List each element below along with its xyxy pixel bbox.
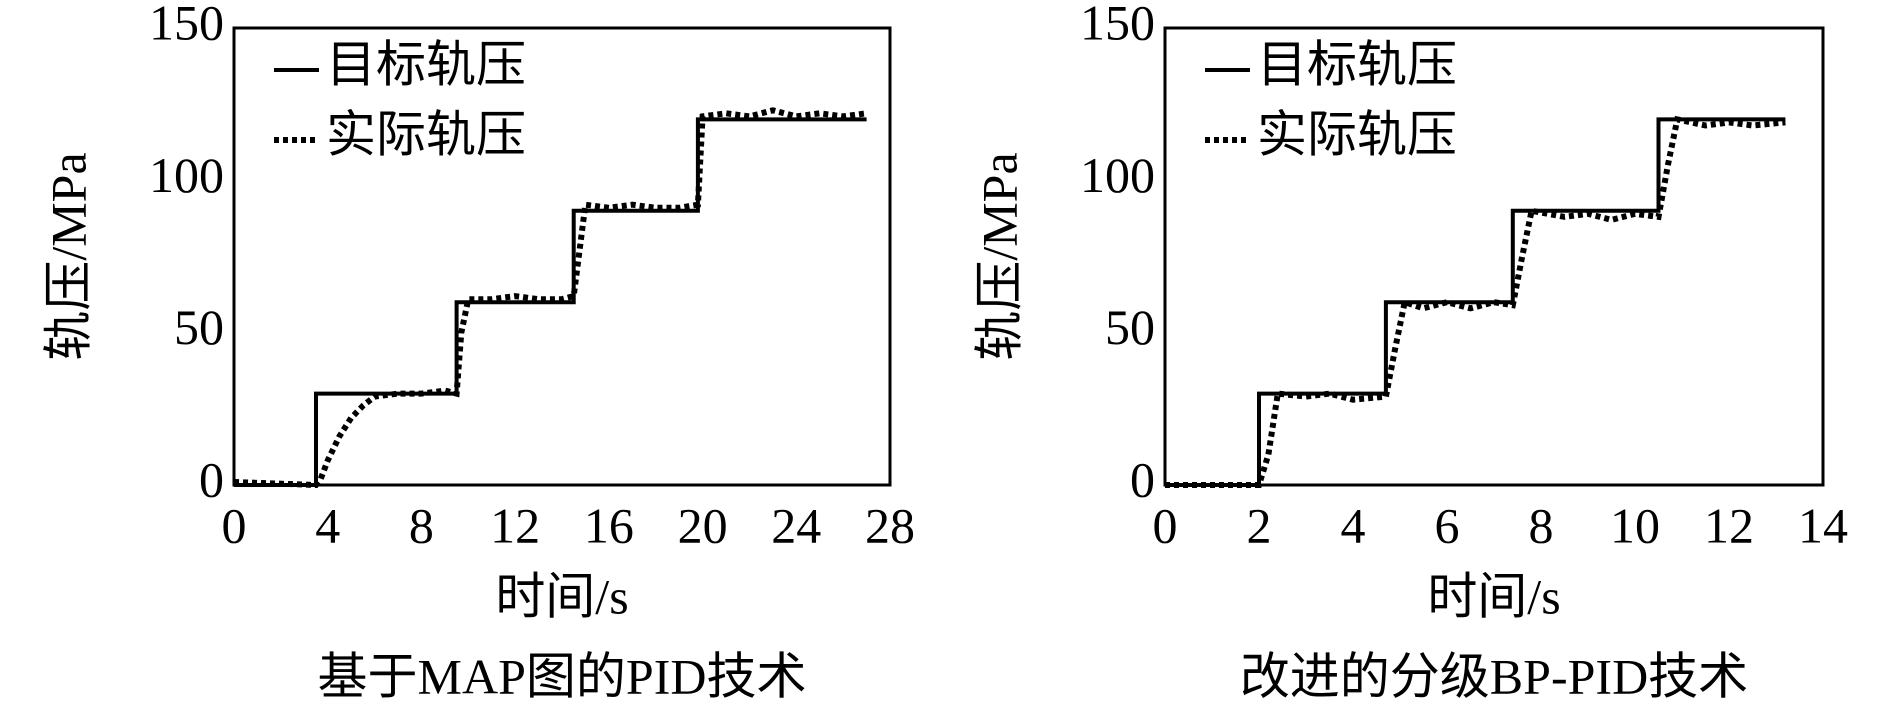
y-tick-label: 150	[1080, 0, 1155, 50]
chart-caption: 基于MAP图的PID技术	[318, 648, 807, 704]
x-tick-label: 4	[1341, 497, 1366, 553]
plot-frame	[1163, 26, 1825, 487]
x-tick-label: 12	[1704, 497, 1754, 553]
x-tick-label: 0	[222, 497, 247, 553]
y-tick-label: 100	[149, 147, 224, 203]
x-tick-label: 10	[1610, 497, 1660, 553]
x-tick-label: 20	[678, 497, 728, 553]
legend-label: 目标轨压	[1257, 36, 1457, 92]
x-tick-label: 14	[1798, 497, 1848, 553]
x-tick-label: 8	[1529, 497, 1554, 553]
x-axis-label: 时间/s	[1427, 568, 1560, 624]
x-tick-label: 8	[409, 497, 434, 553]
x-tick-label: 28	[865, 497, 915, 553]
y-tick-label: 50	[1105, 299, 1155, 355]
y-tick-label: 50	[174, 299, 224, 355]
y-tick-label: 0	[199, 451, 224, 507]
y-axis-label: 轨压/MPa	[40, 152, 96, 360]
series-line	[1165, 117, 1786, 487]
legend-label: 实际轨压	[1257, 106, 1457, 162]
series-line	[233, 107, 867, 489]
series-line	[234, 117, 867, 487]
chart-caption: 改进的分级BP-PID技术	[1240, 648, 1748, 704]
plot-frame	[232, 26, 892, 487]
x-axis-label: 时间/s	[495, 568, 628, 624]
y-axis-label: 轨压/MPa	[971, 152, 1027, 360]
y-tick-label: 150	[149, 0, 224, 50]
x-tick-label: 16	[584, 497, 634, 553]
x-tick-label: 6	[1435, 497, 1460, 553]
legend-label: 目标轨压	[326, 36, 526, 92]
x-tick-label: 12	[490, 497, 540, 553]
x-tick-label: 24	[771, 497, 821, 553]
legend-label: 实际轨压	[326, 106, 526, 162]
y-tick-label: 100	[1080, 147, 1155, 203]
x-tick-label: 0	[1153, 497, 1178, 553]
series-line	[1165, 115, 1786, 488]
y-tick-label: 0	[1130, 451, 1155, 507]
x-tick-label: 4	[315, 497, 340, 553]
x-tick-label: 2	[1247, 497, 1272, 553]
